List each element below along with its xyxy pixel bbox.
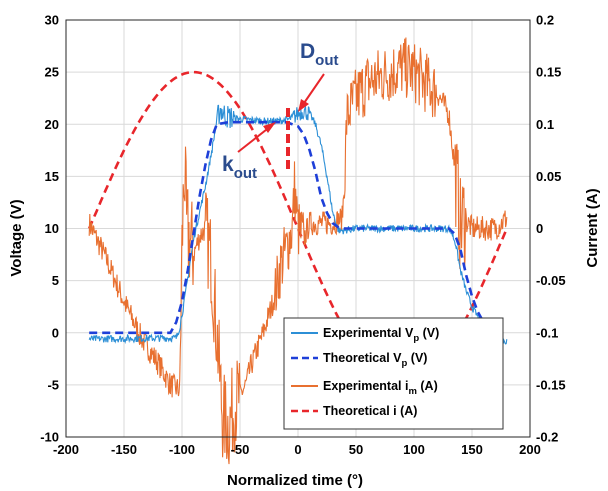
plot-frame [65, 19, 531, 438]
x-tick-label: -150 [111, 442, 137, 457]
y-right-tick-label: -0.2 [536, 430, 558, 445]
x-tick-label: 50 [349, 442, 363, 457]
y-left-tick-label: 5 [52, 273, 59, 288]
legend-entry-experimental-vp: Experimental Vp (V) [291, 326, 439, 344]
y-axis-label-right: Current (A) [584, 188, 601, 267]
x-tick-label: -50 [231, 442, 250, 457]
x-tick-label: -200 [53, 442, 79, 457]
annotations: Dout kout [222, 40, 339, 182]
x-tick-label: 100 [403, 442, 425, 457]
series-experimental-im [88, 37, 508, 465]
legend-label: Theoretical i (A) [323, 404, 417, 418]
y-left-tick-label: 0 [52, 325, 59, 340]
y-right-tick-label: 0 [536, 221, 543, 236]
x-tick-label: 0 [294, 442, 301, 457]
k-out-arrow-head [263, 122, 276, 133]
x-axis-label: Normalized time (°) [227, 472, 363, 489]
y-right-tick-label: -0.15 [536, 377, 566, 392]
legend-box [283, 317, 504, 430]
d-out-label: Dout [300, 40, 339, 69]
x-tick-label: -100 [169, 442, 195, 457]
legend-entry-theoretical-i: Theoretical i (A) [291, 404, 417, 418]
y-right-tick-label: 0.1 [536, 117, 554, 132]
k-out-label: kout [222, 153, 257, 182]
legend-entry-theoretical-vp: Theoretical Vp (V) [291, 351, 427, 369]
legend-label: Experimental Vp (V) [323, 326, 439, 344]
x-tick-label: 200 [519, 442, 541, 457]
y-left-tick-label: 30 [45, 13, 59, 28]
y-right-tick-label: 0.05 [536, 169, 561, 184]
d-out-arrow-head [298, 99, 309, 112]
y-right-tick-label: -0.1 [536, 325, 558, 340]
y-right-tick-label: 0.2 [536, 13, 554, 28]
tick-labels: -200 -150 -100 -50 0 50 100 150 200-10-505101520… [40, 13, 565, 458]
y-left-tick-label: 25 [45, 65, 59, 80]
y-right-tick-label: 0.15 [536, 65, 561, 80]
d-out-arrow [301, 73, 325, 107]
y-left-tick-label: 10 [45, 221, 59, 236]
legend-label: Theoretical Vp (V) [323, 351, 427, 369]
series-theoretical-vp [89, 120, 507, 335]
k-out-arrow [237, 125, 272, 153]
legend-entry-experimental-im: Experimental im (A) [291, 379, 438, 397]
y-left-tick-label: 15 [45, 169, 59, 184]
y-left-tick-label: 20 [45, 117, 59, 132]
y-axis-label-left: Voltage (V) [8, 199, 25, 276]
plot-border [65, 19, 531, 438]
legend-label: Experimental im (A) [323, 379, 438, 397]
x-tick-label: 150 [461, 442, 483, 457]
y-right-tick-label: -0.05 [536, 273, 566, 288]
legend: Experimental Vp (V) Theoretical Vp (V) E… [283, 317, 504, 430]
y-left-tick-label: -5 [47, 377, 59, 392]
y-left-tick-label: -10 [40, 430, 59, 445]
